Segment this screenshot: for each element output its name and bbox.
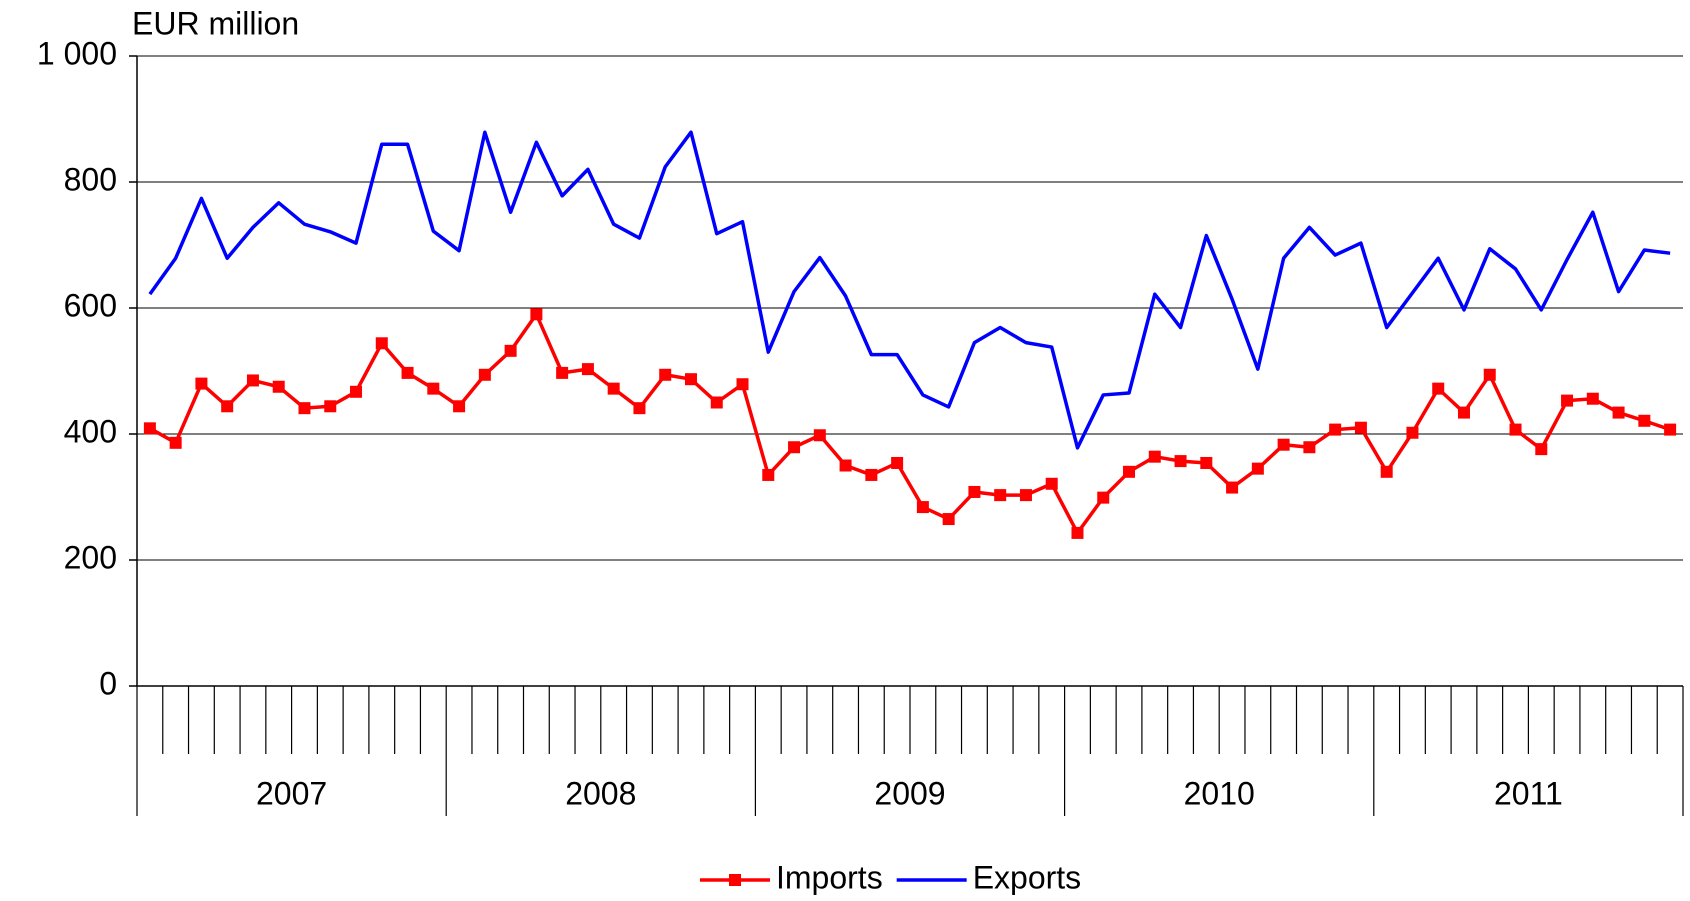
series-marker xyxy=(968,485,981,498)
series-marker xyxy=(684,373,697,386)
series-marker xyxy=(246,374,259,387)
series-marker xyxy=(865,468,878,481)
series-marker xyxy=(453,400,466,413)
series-marker xyxy=(1432,382,1445,395)
series-marker xyxy=(350,385,363,398)
series-marker xyxy=(1277,438,1290,451)
series-marker xyxy=(633,402,646,415)
legend-label: Exports xyxy=(973,859,1081,895)
series-marker xyxy=(1509,423,1522,436)
series-marker xyxy=(1226,481,1239,494)
series-marker xyxy=(1045,477,1058,490)
y-tick-label: 200 xyxy=(64,539,117,575)
series-marker xyxy=(1664,423,1677,436)
series-marker xyxy=(1406,426,1419,439)
y-axis-title: EUR million xyxy=(132,5,299,41)
series-marker xyxy=(1586,392,1599,405)
series-marker xyxy=(530,308,543,321)
series-marker xyxy=(401,366,414,379)
series-marker xyxy=(1148,450,1161,463)
series-marker xyxy=(839,459,852,472)
series-marker xyxy=(143,422,156,435)
legend-marker xyxy=(729,874,741,886)
series-marker xyxy=(1638,414,1651,427)
series-marker xyxy=(375,337,388,350)
series-marker xyxy=(324,400,337,413)
series-marker xyxy=(1174,455,1187,468)
series-marker xyxy=(1329,423,1342,436)
series-marker xyxy=(813,429,826,442)
series-marker xyxy=(1561,394,1574,407)
legend-label: Imports xyxy=(776,859,883,895)
series-marker xyxy=(1612,406,1625,419)
series-marker xyxy=(581,363,594,376)
series-marker xyxy=(221,400,234,413)
y-tick-label: 0 xyxy=(99,665,117,701)
series-marker xyxy=(1483,368,1496,381)
series-marker xyxy=(556,366,569,379)
series-marker xyxy=(1123,465,1136,478)
series-marker xyxy=(298,402,311,415)
series-marker xyxy=(272,380,285,393)
series-marker xyxy=(478,368,491,381)
y-tick-label: 600 xyxy=(64,287,117,323)
series-marker xyxy=(788,441,801,454)
series-marker xyxy=(169,436,182,449)
series-marker xyxy=(710,396,723,409)
y-tick-label: 1 000 xyxy=(37,35,117,71)
series-marker xyxy=(1457,406,1470,419)
series-marker xyxy=(994,489,1007,502)
x-group-label: 2010 xyxy=(1184,775,1255,811)
y-tick-label: 800 xyxy=(64,161,117,197)
series-marker xyxy=(607,382,620,395)
series-marker xyxy=(1535,443,1548,456)
series-marker xyxy=(504,344,517,357)
series-marker xyxy=(1019,489,1032,502)
series-marker xyxy=(1380,465,1393,478)
x-group-label: 2007 xyxy=(256,775,327,811)
x-group-label: 2009 xyxy=(874,775,945,811)
series-marker xyxy=(891,456,904,469)
y-tick-label: 400 xyxy=(64,413,117,449)
series-marker xyxy=(736,378,749,391)
series-line xyxy=(148,130,1671,450)
series-marker xyxy=(1303,441,1316,454)
series-marker xyxy=(427,382,440,395)
series-marker xyxy=(1251,462,1264,475)
series-marker xyxy=(942,513,955,526)
x-group-label: 2011 xyxy=(1494,775,1563,811)
series-marker xyxy=(1071,526,1084,539)
x-group-label: 2008 xyxy=(565,775,636,811)
series-marker xyxy=(195,377,208,390)
series-marker xyxy=(762,468,775,481)
series-marker xyxy=(916,501,929,514)
series-marker xyxy=(1200,456,1213,469)
series-marker xyxy=(659,368,672,381)
series-marker xyxy=(1097,491,1110,504)
series-marker xyxy=(1354,421,1367,434)
